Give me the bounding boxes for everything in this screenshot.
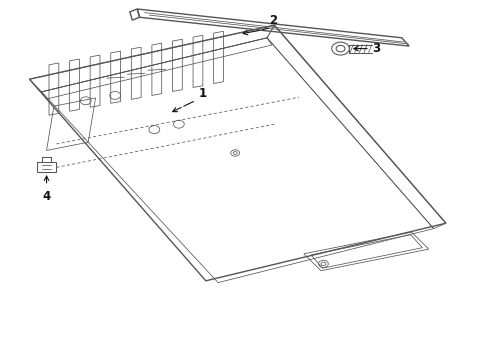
Text: 4: 4 [43, 190, 50, 203]
Text: 2: 2 [270, 14, 278, 27]
Text: 3: 3 [372, 42, 381, 55]
Text: 1: 1 [198, 87, 207, 100]
